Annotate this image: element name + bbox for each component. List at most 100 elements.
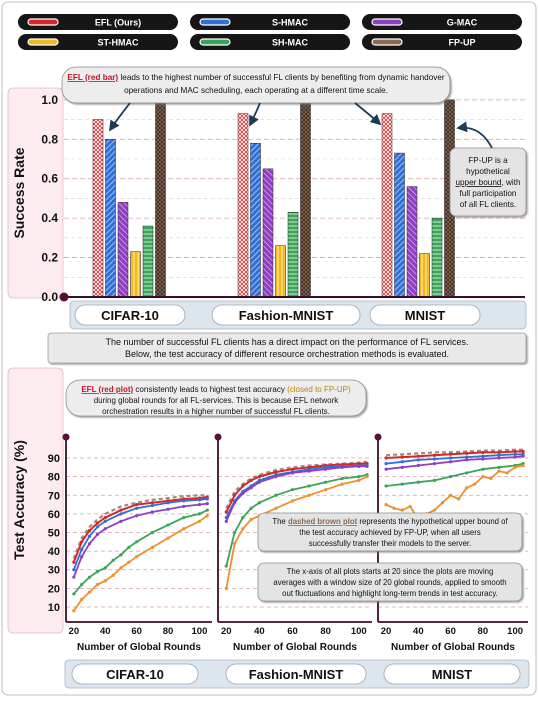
point-fashion-mnist-st-hmac bbox=[224, 586, 228, 590]
line-xlabel-fashion-mnist: Number of Global Rounds bbox=[233, 642, 357, 653]
point-cifar-10-s-hmac bbox=[72, 568, 76, 572]
point-cifar-10-g-mac bbox=[80, 555, 84, 559]
line-mnist-sh-mac bbox=[385, 462, 524, 487]
top-callout-highlight: EFL (red bar) bbox=[67, 73, 118, 82]
point-cifar-10-s-hmac bbox=[182, 499, 186, 503]
line-xlabel-cifar-10: Number of Global Rounds bbox=[77, 642, 201, 653]
bar-fashion-mnist-s-hmac bbox=[250, 142, 261, 298]
point-fashion-mnist-st-hmac bbox=[249, 517, 253, 522]
svg-text:EFL (red plot) consistently le: EFL (red plot) consistently leads to hig… bbox=[81, 385, 351, 394]
point-fashion-mnist-g-mac bbox=[357, 464, 361, 469]
point-mnist-s-hmac bbox=[513, 452, 517, 456]
point-fashion-mnist-g-mac bbox=[307, 469, 311, 473]
legend-label-s-hmac: S-HMAC bbox=[272, 18, 308, 28]
point-mnist-g-mac bbox=[513, 455, 517, 459]
line-fashion-mnist-efl-ours bbox=[225, 462, 367, 513]
bar-category-pill-fashion-mnist bbox=[211, 304, 361, 326]
line-axis-top-marker bbox=[62, 433, 70, 441]
point-cifar-10-sh-mac bbox=[182, 516, 186, 520]
top-callout-arrow-3 bbox=[354, 102, 382, 126]
point-mnist-sh-mac bbox=[384, 484, 388, 488]
point-fashion-mnist-st-hmac bbox=[241, 527, 245, 531]
bar-ytick-label: 0.4 bbox=[41, 211, 58, 225]
point-mnist-st-hmac bbox=[392, 506, 396, 510]
point-cifar-10-st-hmac bbox=[127, 560, 131, 564]
bar-ytick-label: 0.8 bbox=[41, 132, 58, 146]
legend-item-fp-up: FP-UP bbox=[362, 34, 522, 50]
side-callout-underline: upper bound bbox=[455, 178, 501, 187]
line-ytick-label: 70 bbox=[48, 490, 60, 502]
point-cifar-10-sh-mac bbox=[197, 512, 202, 516]
line-xtick-label: 80 bbox=[163, 626, 174, 637]
point-fashion-mnist-efl-ours bbox=[257, 475, 261, 479]
bar-category-label-fashion-mnist: Fashion-MNIST bbox=[239, 308, 334, 323]
point-cifar-10-efl-ours bbox=[87, 529, 92, 533]
legend-item-efl-ours: EFL (Ours) bbox=[18, 14, 178, 30]
point-fashion-mnist-st-hmac bbox=[290, 499, 295, 503]
point-mnist-g-mac bbox=[416, 463, 420, 468]
line-xtick-label: 20 bbox=[69, 626, 80, 637]
point-fashion-mnist-g-mac bbox=[257, 480, 261, 484]
line-cifar-10-st-hmac bbox=[73, 514, 208, 612]
legend-item-sh-mac: SH-MAC bbox=[190, 34, 350, 50]
point-cifar-10-efl-ours bbox=[150, 501, 154, 505]
line-ytick-label: 10 bbox=[48, 602, 60, 614]
dashed-callout-line-1a: The bbox=[272, 517, 288, 526]
point-fashion-mnist-g-mac bbox=[340, 465, 344, 469]
point-cifar-10-g-mac bbox=[166, 507, 170, 511]
top-callout-text-1: leads to the highest number of successfu… bbox=[118, 73, 445, 82]
point-cifar-10-s-hmac bbox=[166, 501, 170, 505]
point-mnist-sh-mac bbox=[448, 475, 453, 479]
line-xtick-label: 100 bbox=[351, 626, 367, 637]
legend-item-g-mac: G-MAC bbox=[362, 14, 522, 30]
point-mnist-efl-ours bbox=[448, 452, 453, 456]
line-cifar-10-efl-ours bbox=[72, 496, 208, 563]
point-cifar-10-g-mac bbox=[87, 542, 92, 546]
point-cifar-10-s-hmac bbox=[205, 497, 209, 501]
bar-fashion-mnist-sh-mac bbox=[287, 211, 299, 298]
window-callout-line-3: out fluctuations and highlight long-term… bbox=[282, 589, 498, 598]
point-cifar-10-efl-ours bbox=[72, 560, 76, 564]
point-cifar-10-sh-mac bbox=[135, 540, 139, 544]
line-cifar-10-s-hmac bbox=[72, 498, 208, 571]
point-fashion-mnist-sh-mac bbox=[274, 493, 278, 497]
legend-swatch-efl-ours bbox=[27, 18, 59, 26]
point-mnist-s-hmac bbox=[448, 456, 453, 460]
point-cifar-10-st-hmac bbox=[197, 519, 202, 523]
bar-ylabel-panel bbox=[7, 87, 64, 299]
point-cifar-10-st-hmac bbox=[150, 545, 154, 549]
line-xtick-label: 60 bbox=[131, 626, 142, 637]
line-xtick-label: 20 bbox=[381, 626, 392, 637]
point-mnist-efl-ours bbox=[465, 451, 469, 455]
point-cifar-10-s-hmac bbox=[103, 519, 107, 523]
point-mnist-sh-mac bbox=[400, 482, 404, 486]
point-mnist-st-hmac bbox=[457, 497, 461, 501]
point-cifar-10-st-hmac bbox=[119, 566, 123, 570]
line-ytick-label: 60 bbox=[48, 509, 60, 521]
point-fashion-mnist-st-hmac bbox=[324, 488, 328, 492]
dashed-callout-line-3: successfully transfer their models to th… bbox=[309, 539, 472, 548]
point-mnist-st-hmac bbox=[384, 502, 388, 507]
bars bbox=[92, 99, 455, 298]
point-cifar-10-st-hmac bbox=[80, 597, 84, 602]
point-cifar-10-st-hmac bbox=[111, 573, 115, 577]
bar-cifar-10-fp-up bbox=[155, 99, 166, 298]
line-xtick-label: 60 bbox=[287, 626, 298, 637]
bottom-callout-highlight: EFL (red plot) bbox=[81, 385, 133, 394]
point-cifar-10-st-hmac bbox=[103, 579, 107, 583]
point-cifar-10-efl-ours bbox=[80, 540, 84, 544]
side-callout-line-1: FP-UP is a bbox=[468, 156, 508, 165]
point-fashion-mnist-efl-ours bbox=[249, 478, 253, 482]
point-mnist-st-hmac bbox=[489, 476, 493, 481]
point-fashion-mnist-efl-ours bbox=[274, 470, 278, 474]
line-ytick-label: 50 bbox=[48, 528, 60, 540]
bottom-callout-line-2: during global rounds for all FL-services… bbox=[94, 396, 340, 405]
point-fashion-mnist-efl-ours bbox=[290, 467, 295, 471]
point-mnist-efl-ours bbox=[513, 449, 517, 454]
point-fashion-mnist-g-mac bbox=[241, 491, 245, 496]
line-category-pill-fashion-mnist bbox=[225, 663, 367, 685]
point-cifar-10-s-hmac bbox=[80, 547, 84, 551]
side-callout: FP-UP is a hypothetical upper bound, wit… bbox=[449, 121, 527, 217]
point-mnist-st-hmac bbox=[448, 493, 453, 497]
point-cifar-10-s-hmac bbox=[119, 512, 123, 516]
